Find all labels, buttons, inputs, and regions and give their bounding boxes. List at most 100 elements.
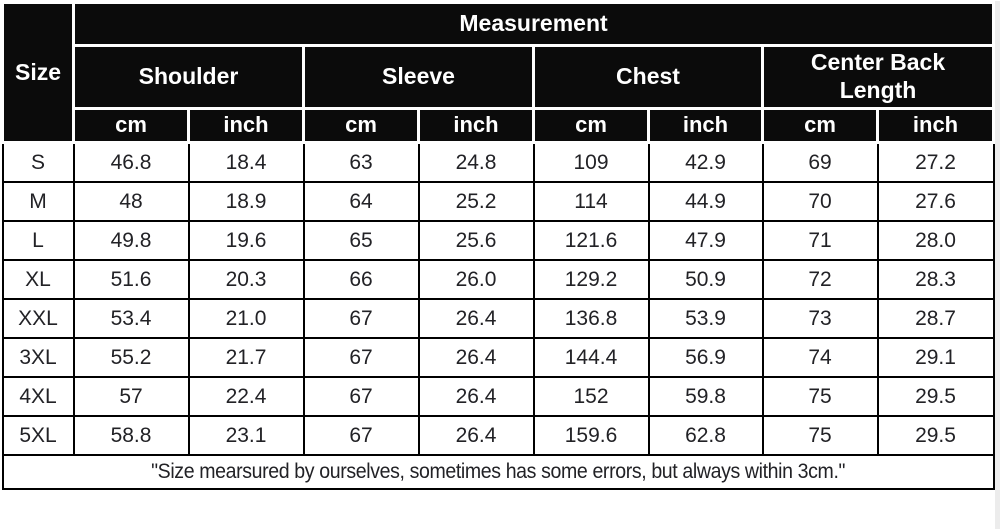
value-cell: 28.7 xyxy=(876,298,995,339)
size-cell: 5XL xyxy=(1,415,75,456)
table-body: S 46.8 18.4 63 24.8 109 42.9 69 27.2 M 48 18.9 64 25.… xyxy=(1,141,995,456)
value-cell: 21.7 xyxy=(187,337,305,378)
value-cell: 47.9 xyxy=(647,220,764,261)
table-row: XXL 53.4 21.0 67 26.4 136.8 53.9 73 28.7 xyxy=(1,298,995,339)
value-cell: 75 xyxy=(761,376,879,417)
value-cell: 28.3 xyxy=(876,259,995,300)
group-header-shoulder: Shoulder xyxy=(72,44,305,110)
value-cell: 144.4 xyxy=(532,337,650,378)
table-row: 5XL 58.8 23.1 67 26.4 159.6 62.8 75 29.5 xyxy=(1,415,995,456)
table-row: S 46.8 18.4 63 24.8 109 42.9 69 27.2 xyxy=(1,141,995,183)
value-cell: 27.2 xyxy=(876,141,995,183)
unit-header-shoulder-inch: inch xyxy=(187,107,305,144)
size-corner-header: Size xyxy=(1,1,75,144)
size-cell: L xyxy=(1,220,75,261)
size-chart-table: Size Measurement Shoulder Sleeve Chest C… xyxy=(1,1,996,490)
value-cell: 25.2 xyxy=(417,181,535,222)
value-cell: 24.8 xyxy=(417,141,535,183)
value-cell: 29.1 xyxy=(876,337,995,378)
size-cell: 3XL xyxy=(1,337,75,378)
value-cell: 26.0 xyxy=(417,259,535,300)
value-cell: 50.9 xyxy=(647,259,764,300)
value-cell: 26.4 xyxy=(417,337,535,378)
value-cell: 26.4 xyxy=(417,376,535,417)
value-cell: 29.5 xyxy=(876,415,995,456)
value-cell: 22.4 xyxy=(187,376,305,417)
value-cell: 136.8 xyxy=(532,298,650,339)
unit-header-shoulder-cm: cm xyxy=(72,107,190,144)
value-cell: 65 xyxy=(302,220,420,261)
value-cell: 42.9 xyxy=(647,141,764,183)
size-cell: S xyxy=(1,141,75,183)
footnote-text: "Size mearsured by ourselves, sometimes … xyxy=(151,460,845,483)
footnote-row: "Size mearsured by ourselves, sometimes … xyxy=(1,454,995,490)
value-cell: 23.1 xyxy=(187,415,305,456)
value-cell: 51.6 xyxy=(72,259,190,300)
header-row-measurement: Size Measurement xyxy=(1,1,996,144)
table-row: XL 51.6 20.3 66 26.0 129.2 50.9 72 28.3 xyxy=(1,259,995,300)
value-cell: 74 xyxy=(761,337,879,378)
value-cell: 27.6 xyxy=(876,181,995,222)
value-cell: 109 xyxy=(532,141,650,183)
value-cell: 53.9 xyxy=(647,298,764,339)
group-header-chest: Chest xyxy=(532,44,764,110)
value-cell: 21.0 xyxy=(187,298,305,339)
value-cell: 72 xyxy=(761,259,879,300)
unit-header-sleeve-cm: cm xyxy=(302,107,420,144)
value-cell: 64 xyxy=(302,181,420,222)
footnote-cell: "Size mearsured by ourselves, sometimes … xyxy=(1,454,995,490)
value-cell: 121.6 xyxy=(532,220,650,261)
value-cell: 67 xyxy=(302,298,420,339)
value-cell: 18.4 xyxy=(187,141,305,183)
value-cell: 75 xyxy=(761,415,879,456)
value-cell: 44.9 xyxy=(647,181,764,222)
value-cell: 26.4 xyxy=(417,298,535,339)
size-cell: XL xyxy=(1,259,75,300)
value-cell: 56.9 xyxy=(647,337,764,378)
value-cell: 20.3 xyxy=(187,259,305,300)
value-cell: 63 xyxy=(302,141,420,183)
unit-header-chest-cm: cm xyxy=(532,107,650,144)
value-cell: 159.6 xyxy=(532,415,650,456)
value-cell: 49.8 xyxy=(72,220,190,261)
value-cell: 67 xyxy=(302,376,420,417)
value-cell: 69 xyxy=(761,141,879,183)
value-cell: 71 xyxy=(761,220,879,261)
unit-header-cbl-inch: inch xyxy=(875,107,996,144)
value-cell: 62.8 xyxy=(647,415,764,456)
value-cell: 18.9 xyxy=(187,181,305,222)
value-cell: 67 xyxy=(302,415,420,456)
unit-header-chest-inch: inch xyxy=(647,107,764,144)
value-cell: 67 xyxy=(302,337,420,378)
value-cell: 59.8 xyxy=(647,376,764,417)
value-cell: 152 xyxy=(532,376,650,417)
table-row: 4XL 57 22.4 67 26.4 152 59.8 75 29.5 xyxy=(1,376,995,417)
size-cell: 4XL xyxy=(1,376,75,417)
value-cell: 114 xyxy=(532,181,650,222)
value-cell: 25.6 xyxy=(417,220,535,261)
value-cell: 55.2 xyxy=(72,337,190,378)
value-cell: 73 xyxy=(761,298,879,339)
value-cell: 28.0 xyxy=(876,220,995,261)
measurement-header: Measurement xyxy=(71,1,996,47)
group-header-center-back-length: Center Back Length xyxy=(760,44,996,110)
header-row-units: cm inch cm inch cm inch cm inch xyxy=(3,107,996,144)
group-header-sleeve: Sleeve xyxy=(302,44,535,110)
table-footer: "Size mearsured by ourselves, sometimes … xyxy=(1,454,995,490)
value-cell: 53.4 xyxy=(72,298,190,339)
value-cell: 19.6 xyxy=(187,220,305,261)
value-cell: 70 xyxy=(761,181,879,222)
unit-header-sleeve-inch: inch xyxy=(417,107,535,144)
unit-header-cbl-cm: cm xyxy=(761,107,879,144)
table-header: Size Measurement Shoulder Sleeve Chest C… xyxy=(1,1,996,144)
size-cell: M xyxy=(1,181,75,222)
value-cell: 129.2 xyxy=(532,259,650,300)
table-row: L 49.8 19.6 65 25.6 121.6 47.9 71 28.0 xyxy=(1,220,995,261)
table-row: 3XL 55.2 21.7 67 26.4 144.4 56.9 74 29.1 xyxy=(1,337,995,378)
value-cell: 58.8 xyxy=(72,415,190,456)
right-edge-strip xyxy=(995,1,1000,529)
header-row-groups: Shoulder Sleeve Chest Center Back Length xyxy=(3,44,996,110)
value-cell: 57 xyxy=(72,376,190,417)
value-cell: 48 xyxy=(72,181,190,222)
value-cell: 46.8 xyxy=(72,141,190,183)
